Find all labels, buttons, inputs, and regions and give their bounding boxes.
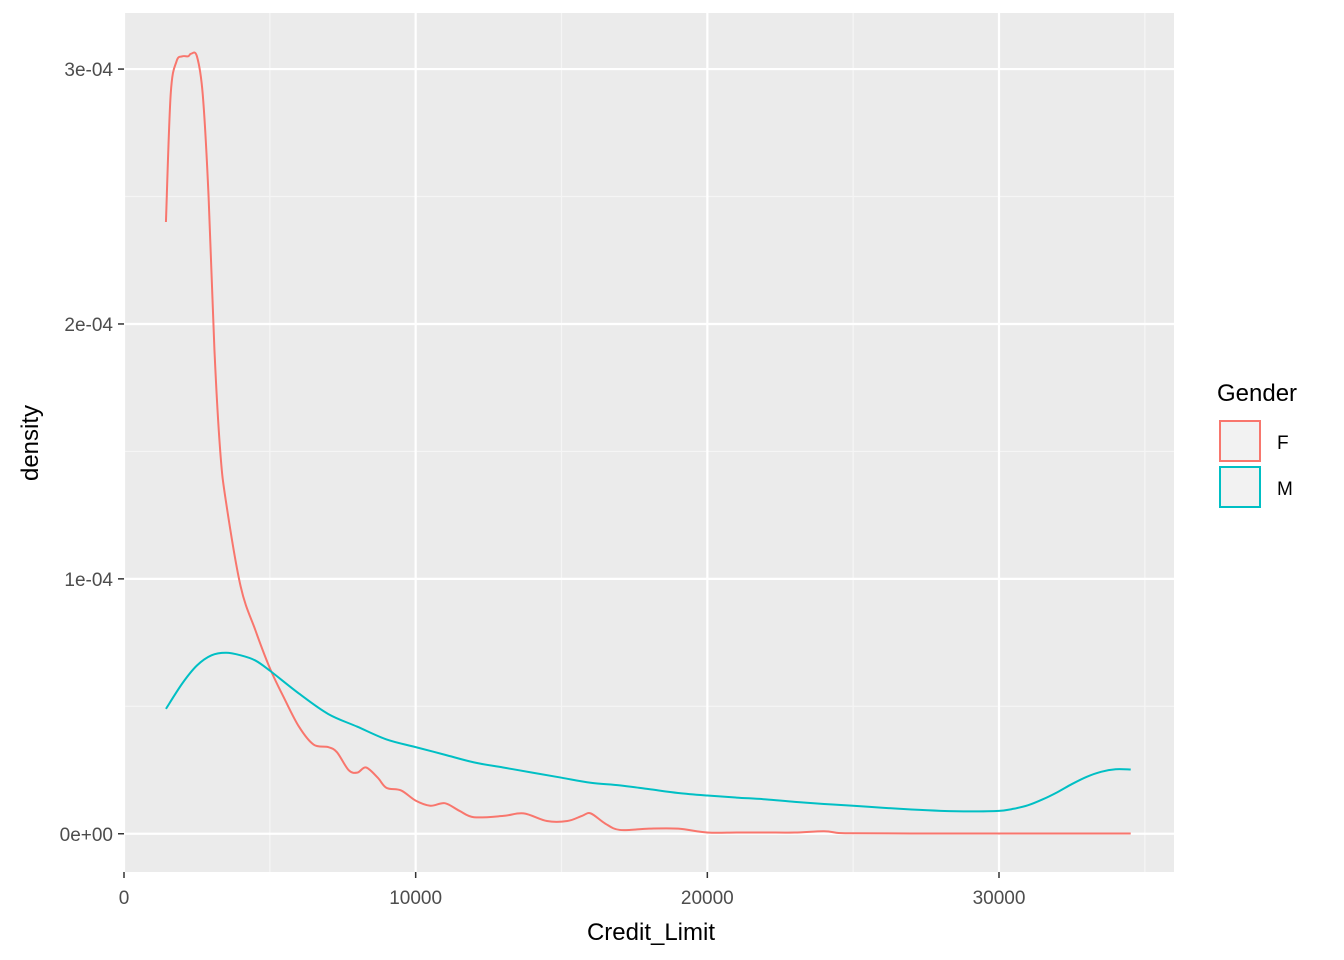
legend: Gender F M [1217, 380, 1297, 508]
y-axis-title: density [17, 405, 44, 481]
x-tick-label: 10000 [389, 888, 442, 909]
legend-key-background [1219, 420, 1261, 462]
legend-key-swatch [1219, 420, 1261, 462]
series-line-f [164, 51, 1131, 835]
y-tick-label: 1e-04 [64, 570, 113, 591]
x-tick-label: 0 [119, 888, 130, 909]
y-tick-label: 0e+00 [60, 825, 113, 846]
legend-title: Gender [1217, 380, 1297, 407]
y-tick-labels: 0e+00 1e-04 2e-04 3e-04 [60, 60, 114, 846]
y-tick-label: 2e-04 [64, 315, 113, 336]
series-line-m [165, 651, 1131, 813]
major-gridlines [122, 13, 1174, 872]
legend-item-f: F [1219, 420, 1289, 462]
axis-ticks [118, 68, 1000, 878]
legend-key-swatch [1219, 466, 1261, 508]
legend-item-m: M [1219, 466, 1293, 508]
series-layer [164, 51, 1131, 835]
x-tick-labels: 0 10000 20000 30000 [119, 888, 1026, 909]
plot-panel [124, 13, 1174, 872]
legend-label: F [1277, 433, 1289, 454]
x-tick-label: 30000 [973, 888, 1026, 909]
minor-gridlines [124, 13, 1174, 872]
x-axis-title: Credit_Limit [587, 919, 715, 946]
legend-key-background [1219, 466, 1261, 508]
y-tick-label: 3e-04 [64, 60, 113, 81]
legend-label: M [1277, 479, 1293, 500]
x-tick-label: 20000 [681, 888, 734, 909]
